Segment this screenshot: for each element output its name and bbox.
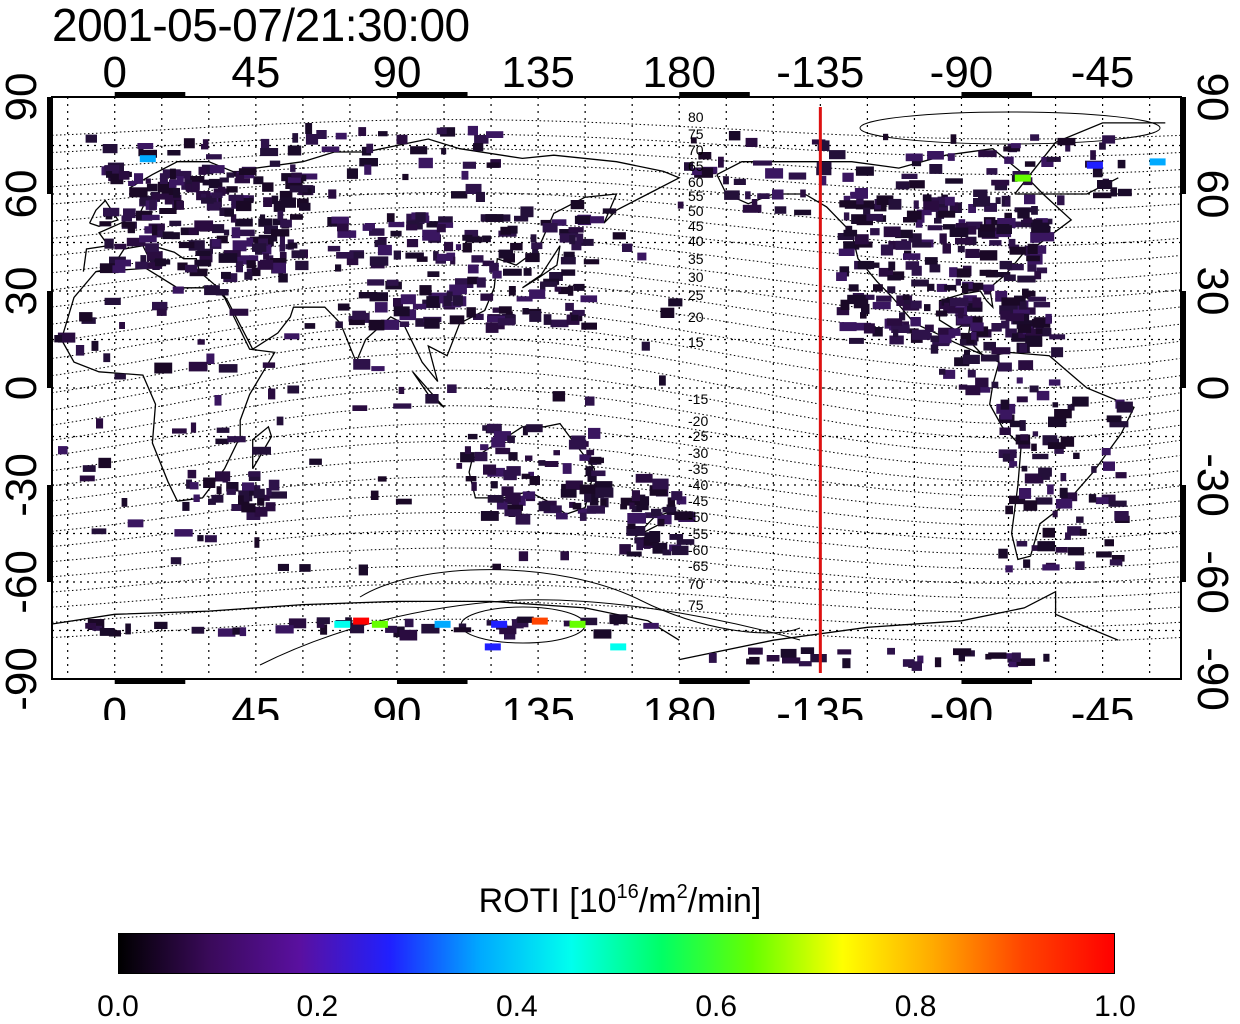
svg-text:-30: -30: [0, 453, 46, 517]
colorbar-tick-label: 0.0: [97, 990, 139, 1023]
svg-text:60: 60: [1188, 170, 1237, 219]
svg-text:30: 30: [688, 269, 704, 285]
svg-text:40: 40: [688, 233, 704, 249]
svg-text:-90: -90: [0, 647, 46, 711]
svg-text:0: 0: [102, 48, 126, 97]
svg-text:20: 20: [688, 309, 704, 325]
svg-text:90: 90: [372, 689, 421, 720]
colorbar-tick-label: 1.0: [1094, 990, 1136, 1023]
svg-text:0: 0: [0, 376, 46, 400]
svg-text:-45: -45: [688, 493, 708, 509]
svg-text:-40: -40: [688, 477, 708, 493]
contour-labels: 8075706560555045403530252015-15-20-25-30…: [688, 109, 708, 613]
svg-text:50: 50: [688, 203, 704, 219]
roti-world-map: 8075706560555045403530252015-15-20-25-30…: [0, 48, 1237, 720]
svg-text:-90: -90: [1188, 647, 1237, 711]
svg-text:90: 90: [0, 73, 46, 122]
svg-text:-60: -60: [688, 542, 708, 558]
svg-text:30: 30: [0, 267, 46, 316]
svg-text:-20: -20: [688, 413, 708, 429]
svg-text:0: 0: [102, 689, 126, 720]
svg-text:70: 70: [688, 142, 704, 158]
svg-text:-30: -30: [688, 445, 708, 461]
svg-text:180: 180: [643, 689, 716, 720]
svg-text:-60: -60: [1188, 550, 1237, 614]
svg-text:60: 60: [688, 174, 704, 190]
svg-text:-50: -50: [688, 509, 708, 525]
svg-text:-135: -135: [776, 689, 864, 720]
svg-text:-30: -30: [1188, 453, 1237, 517]
svg-text:45: 45: [231, 48, 280, 97]
roti-data-cells: [54, 123, 1166, 671]
svg-text:80: 80: [688, 109, 704, 125]
svg-text:-90: -90: [930, 689, 994, 720]
svg-text:45: 45: [688, 218, 704, 234]
svg-text:45: 45: [231, 689, 280, 720]
svg-text:65: 65: [688, 158, 704, 174]
roti-colorbar: [118, 933, 1115, 974]
svg-text:90: 90: [1188, 73, 1237, 122]
svg-text:-45: -45: [1071, 689, 1135, 720]
svg-text:-35: -35: [688, 461, 708, 477]
svg-text:-60: -60: [0, 550, 46, 614]
colorbar-tick-label: 0.6: [695, 990, 738, 1023]
svg-text:90: 90: [372, 48, 421, 97]
axis-frame-ticks: [47, 92, 1186, 684]
svg-text:-15: -15: [688, 391, 708, 407]
svg-text:75: 75: [688, 597, 704, 613]
svg-text:135: 135: [501, 689, 574, 720]
colorbar-tick-label: 0.4: [495, 990, 538, 1023]
svg-text:-55: -55: [688, 526, 708, 542]
svg-text:35: 35: [688, 251, 704, 267]
svg-text:30: 30: [1188, 267, 1237, 316]
timestamp-title: 2001-05-07/21:30:00: [52, 0, 470, 51]
colorbar-tick-label: 0.8: [894, 990, 937, 1023]
svg-text:-25: -25: [688, 428, 708, 444]
colorbar-tick-label: 0.2: [296, 990, 339, 1023]
svg-text:-90: -90: [930, 48, 994, 97]
svg-text:135: 135: [501, 48, 574, 97]
svg-text:60: 60: [0, 170, 46, 219]
svg-text:70: 70: [688, 576, 704, 592]
axis-labels: 0045459090135135180180-135-135-90-90-45-…: [0, 48, 1237, 720]
svg-text:-135: -135: [776, 48, 864, 97]
svg-text:15: 15: [688, 334, 704, 350]
svg-text:180: 180: [643, 48, 716, 97]
svg-text:25: 25: [688, 287, 704, 303]
svg-text:-45: -45: [1071, 48, 1135, 97]
colorbar-title: ROTI [1016/m2/min]: [478, 881, 762, 920]
svg-text:0: 0: [1188, 376, 1237, 400]
svg-text:-65: -65: [688, 558, 708, 574]
svg-text:55: 55: [688, 188, 704, 204]
svg-text:75: 75: [688, 126, 704, 142]
